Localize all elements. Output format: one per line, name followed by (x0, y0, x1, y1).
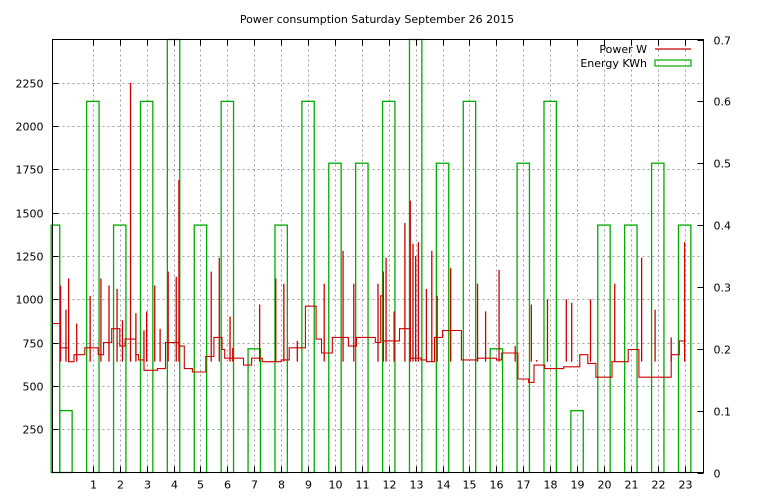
y2-tick-label: 0.3 (714, 282, 732, 295)
y-tick-label: 500 (23, 381, 44, 394)
x-tick-label: 5 (197, 479, 204, 492)
x-tick-label: 20 (598, 479, 612, 492)
y2-tick-label: 0.6 (714, 96, 732, 109)
x-axis: 1 2 3 4 5 6 7 8 9 10 11 12 13 14 15 16 17 18 19 20 21 22 23 (90, 39, 693, 492)
energy-bar (462, 100, 477, 474)
energy-bar (435, 162, 450, 474)
x-tick-label: 7 (251, 479, 258, 492)
energy-bar (624, 224, 638, 474)
y-axis-left: 250 500 750 1000 1250 1500 1750 2000 2250 (16, 78, 59, 437)
x-tick-label: 16 (490, 479, 504, 492)
y2-tick-label: 0.1 (714, 406, 732, 419)
energy-bar (597, 224, 611, 474)
x-tick-label: 8 (278, 479, 285, 492)
energy-bar (86, 100, 100, 474)
x-tick-label: 23 (679, 479, 693, 492)
y2-tick-label: 0.4 (714, 220, 732, 233)
legend-swatch-box (654, 59, 692, 67)
grid (52, 39, 704, 473)
y-tick-label: 750 (23, 338, 44, 351)
x-tick-label: 13 (410, 479, 424, 492)
x-tick-label: 12 (383, 479, 397, 492)
energy-bar (328, 162, 342, 474)
x-tick-label: 21 (625, 479, 639, 492)
x-tick-label: 4 (171, 479, 178, 492)
x-tick-label: 9 (305, 479, 312, 492)
y2-tick-label: 0 (714, 468, 721, 481)
energy-bar (59, 409, 73, 474)
x-tick-label: 11 (356, 479, 370, 492)
chart-title: Power consumption Saturday September 26 … (240, 13, 514, 26)
energy-bar (355, 162, 369, 474)
legend-label: Energy KWh (580, 57, 647, 70)
x-tick-label: 1 (90, 479, 97, 492)
y2-tick-label: 0.2 (714, 344, 732, 357)
x-tick-label: 18 (544, 479, 558, 492)
energy-bar (139, 100, 154, 474)
y2-tick-label: 0.5 (714, 158, 732, 171)
energy-bar (301, 100, 315, 474)
energy-bar (112, 224, 127, 474)
y-tick-label: 1250 (16, 251, 44, 264)
y2-tick-label: 0.7 (714, 35, 732, 48)
legend-label: Power W (599, 43, 647, 56)
y-tick-label: 1500 (16, 208, 44, 221)
y-tick-label: 2250 (16, 78, 44, 91)
energy-bar (650, 162, 665, 474)
x-tick-label: 19 (571, 479, 585, 492)
x-tick-label: 3 (144, 479, 151, 492)
y-tick-label: 250 (23, 424, 44, 437)
x-tick-label: 22 (652, 479, 666, 492)
energy-bar (220, 100, 235, 474)
y-tick-label: 1750 (16, 164, 44, 177)
y-axis-right: 0 0.1 0.2 0.3 0.4 0.5 0.6 0.7 (697, 35, 732, 481)
x-tick-label: 2 (117, 479, 124, 492)
y-tick-label: 1000 (16, 294, 44, 307)
energy-bar (543, 100, 558, 474)
x-tick-label: 14 (437, 479, 451, 492)
x-tick-label: 15 (463, 479, 477, 492)
x-tick-label: 10 (329, 479, 343, 492)
x-tick-label: 6 (224, 479, 231, 492)
power-series (52, 82, 686, 383)
y-tick-label: 2000 (16, 121, 44, 134)
energy-bar (381, 100, 396, 474)
x-tick-label: 17 (517, 479, 531, 492)
